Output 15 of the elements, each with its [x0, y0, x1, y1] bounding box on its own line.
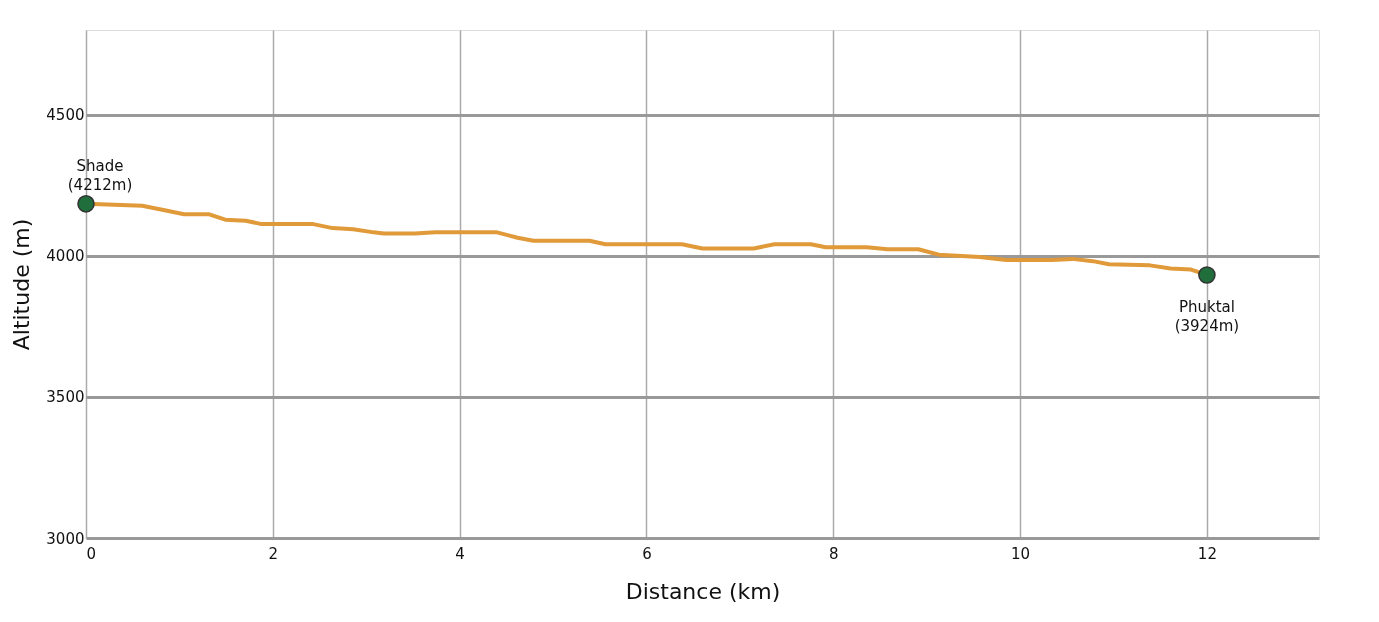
x-tick-label: 8	[829, 544, 839, 563]
x-axis-title: Distance (km)	[625, 578, 781, 604]
y-tick-label: 3000	[46, 529, 85, 548]
y-tick-label: 4000	[46, 247, 85, 266]
y-axis-title: Altitude (m)	[9, 218, 35, 351]
y-tick-label: 4500	[46, 106, 85, 125]
y-tick-label: 3500	[46, 388, 85, 407]
annotation: Shade (4212m)	[67, 156, 133, 194]
x-tick-label: 12	[1197, 544, 1217, 563]
x-tick-label: 10	[1011, 544, 1031, 563]
annotation: Phuktal (3924m)	[1174, 297, 1240, 335]
x-tick-label: 4	[455, 544, 465, 563]
x-tick-label: 0	[86, 544, 97, 563]
x-tick-label: 6	[642, 544, 652, 563]
x-tick-label: 2	[268, 544, 279, 563]
